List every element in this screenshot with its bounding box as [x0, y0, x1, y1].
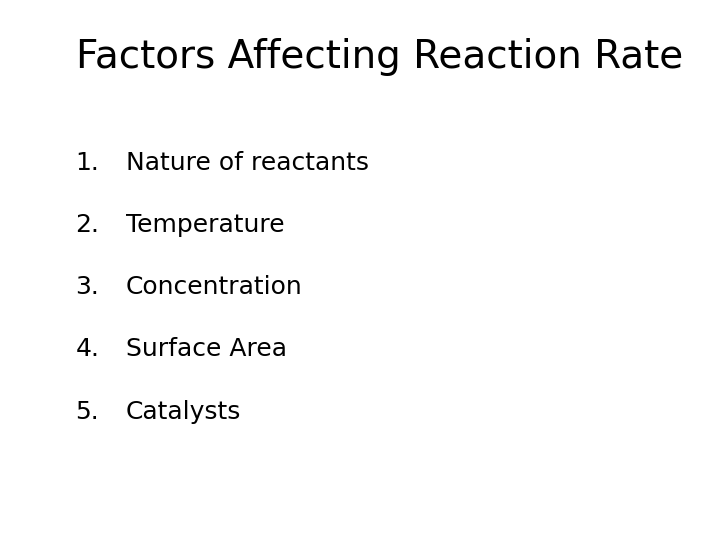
Text: Nature of reactants: Nature of reactants — [126, 151, 369, 175]
Text: 5.: 5. — [76, 400, 99, 423]
Text: 4.: 4. — [76, 338, 99, 361]
Text: Factors Affecting Reaction Rate: Factors Affecting Reaction Rate — [76, 38, 683, 76]
Text: Surface Area: Surface Area — [126, 338, 287, 361]
Text: Temperature: Temperature — [126, 213, 284, 237]
Text: Concentration: Concentration — [126, 275, 302, 299]
Text: 3.: 3. — [76, 275, 99, 299]
Text: 1.: 1. — [76, 151, 99, 175]
Text: Catalysts: Catalysts — [126, 400, 241, 423]
Text: 2.: 2. — [76, 213, 99, 237]
